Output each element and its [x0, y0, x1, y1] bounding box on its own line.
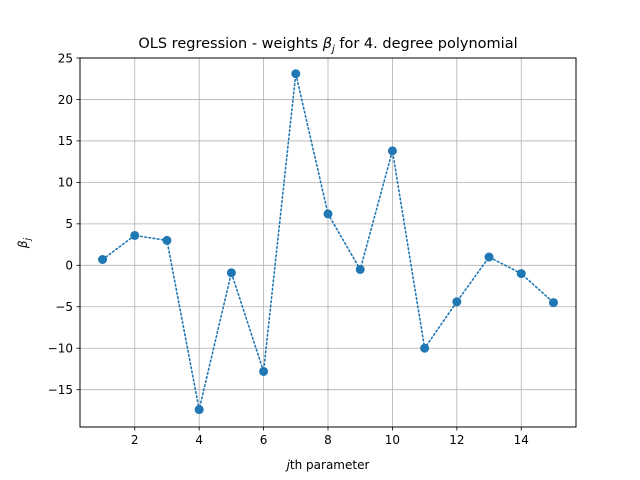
data-point	[162, 235, 172, 245]
x-axis-label: jth parameter	[285, 458, 370, 472]
y-tick-label: 20	[58, 93, 73, 107]
y-tick-label: 0	[65, 259, 73, 273]
axis-ticks: 2 4 6 8 10 12 14 −15 −10 −5 0 5 10 15 20 25	[48, 51, 529, 447]
data-point	[484, 252, 494, 262]
chart-title: OLS regression - weights βj for 4. degre…	[138, 36, 517, 55]
data-point	[194, 405, 204, 415]
y-axis-label: βj	[16, 237, 33, 249]
data-point	[291, 69, 301, 79]
data-point	[548, 298, 558, 308]
y-tick-label: −10	[48, 342, 73, 356]
grid	[80, 57, 576, 427]
data-point	[452, 297, 462, 307]
y-tick-label: 10	[58, 176, 73, 190]
data-point	[516, 269, 526, 279]
y-tick-label: 15	[58, 134, 73, 148]
y-tick-label: 5	[65, 217, 73, 231]
data-point	[387, 146, 397, 156]
y-tick-label: 25	[58, 51, 73, 65]
x-tick-label: 12	[449, 433, 464, 447]
x-tick-label: 10	[385, 433, 400, 447]
data-point	[259, 366, 269, 376]
data-point	[98, 254, 108, 264]
x-tick-label: 2	[131, 433, 139, 447]
x-tick-label: 4	[195, 433, 203, 447]
data-point	[323, 209, 333, 219]
y-tick-label: −15	[48, 383, 73, 397]
x-tick-label: 14	[514, 433, 529, 447]
data-point	[355, 264, 365, 274]
data-point	[226, 268, 236, 278]
data-series	[98, 69, 558, 415]
y-tick-label: −5	[55, 300, 73, 314]
data-point	[420, 343, 430, 353]
x-tick-label: 8	[324, 433, 332, 447]
x-tick-label: 6	[260, 433, 268, 447]
data-point	[130, 230, 140, 240]
